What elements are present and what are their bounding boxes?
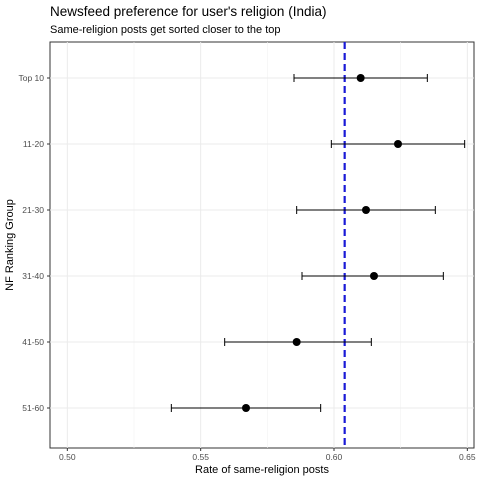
x-tick-label: 0.60 — [326, 452, 343, 462]
data-point — [394, 140, 402, 148]
y-tick-label: 21-30 — [22, 205, 44, 215]
y-tick-label: Top 10 — [18, 73, 44, 83]
data-point — [356, 74, 365, 82]
y-tick-label: 41-50 — [22, 337, 44, 347]
data-point — [242, 404, 250, 412]
x-tick-label: 0.65 — [459, 452, 476, 462]
x-axis-ticks: 0.50 0.55 0.60 0.65 — [59, 448, 476, 462]
data-marks — [170, 74, 466, 412]
data-point — [362, 206, 370, 214]
y-axis-ticks: Top 10 11-20 21-30 31-40 41-50 51-60 — [18, 73, 50, 413]
x-tick-label: 0.50 — [59, 452, 76, 462]
y-tick-label: 31-40 — [22, 271, 44, 281]
y-tick-label: 11-20 — [23, 139, 44, 149]
data-point — [370, 272, 378, 280]
data-point — [292, 338, 301, 346]
x-axis-title: Rate of same-religion posts — [195, 464, 329, 476]
x-tick-label: 0.55 — [192, 452, 209, 462]
y-axis-title: NF Ranking Group — [4, 199, 16, 291]
chart-subtitle: Same-religion posts get sorted closer to… — [50, 24, 281, 36]
plot-panel — [49, 41, 475, 449]
y-tick-label: 51-60 — [22, 403, 44, 413]
chart-title: Newsfeed preference for user's religion … — [50, 4, 326, 19]
